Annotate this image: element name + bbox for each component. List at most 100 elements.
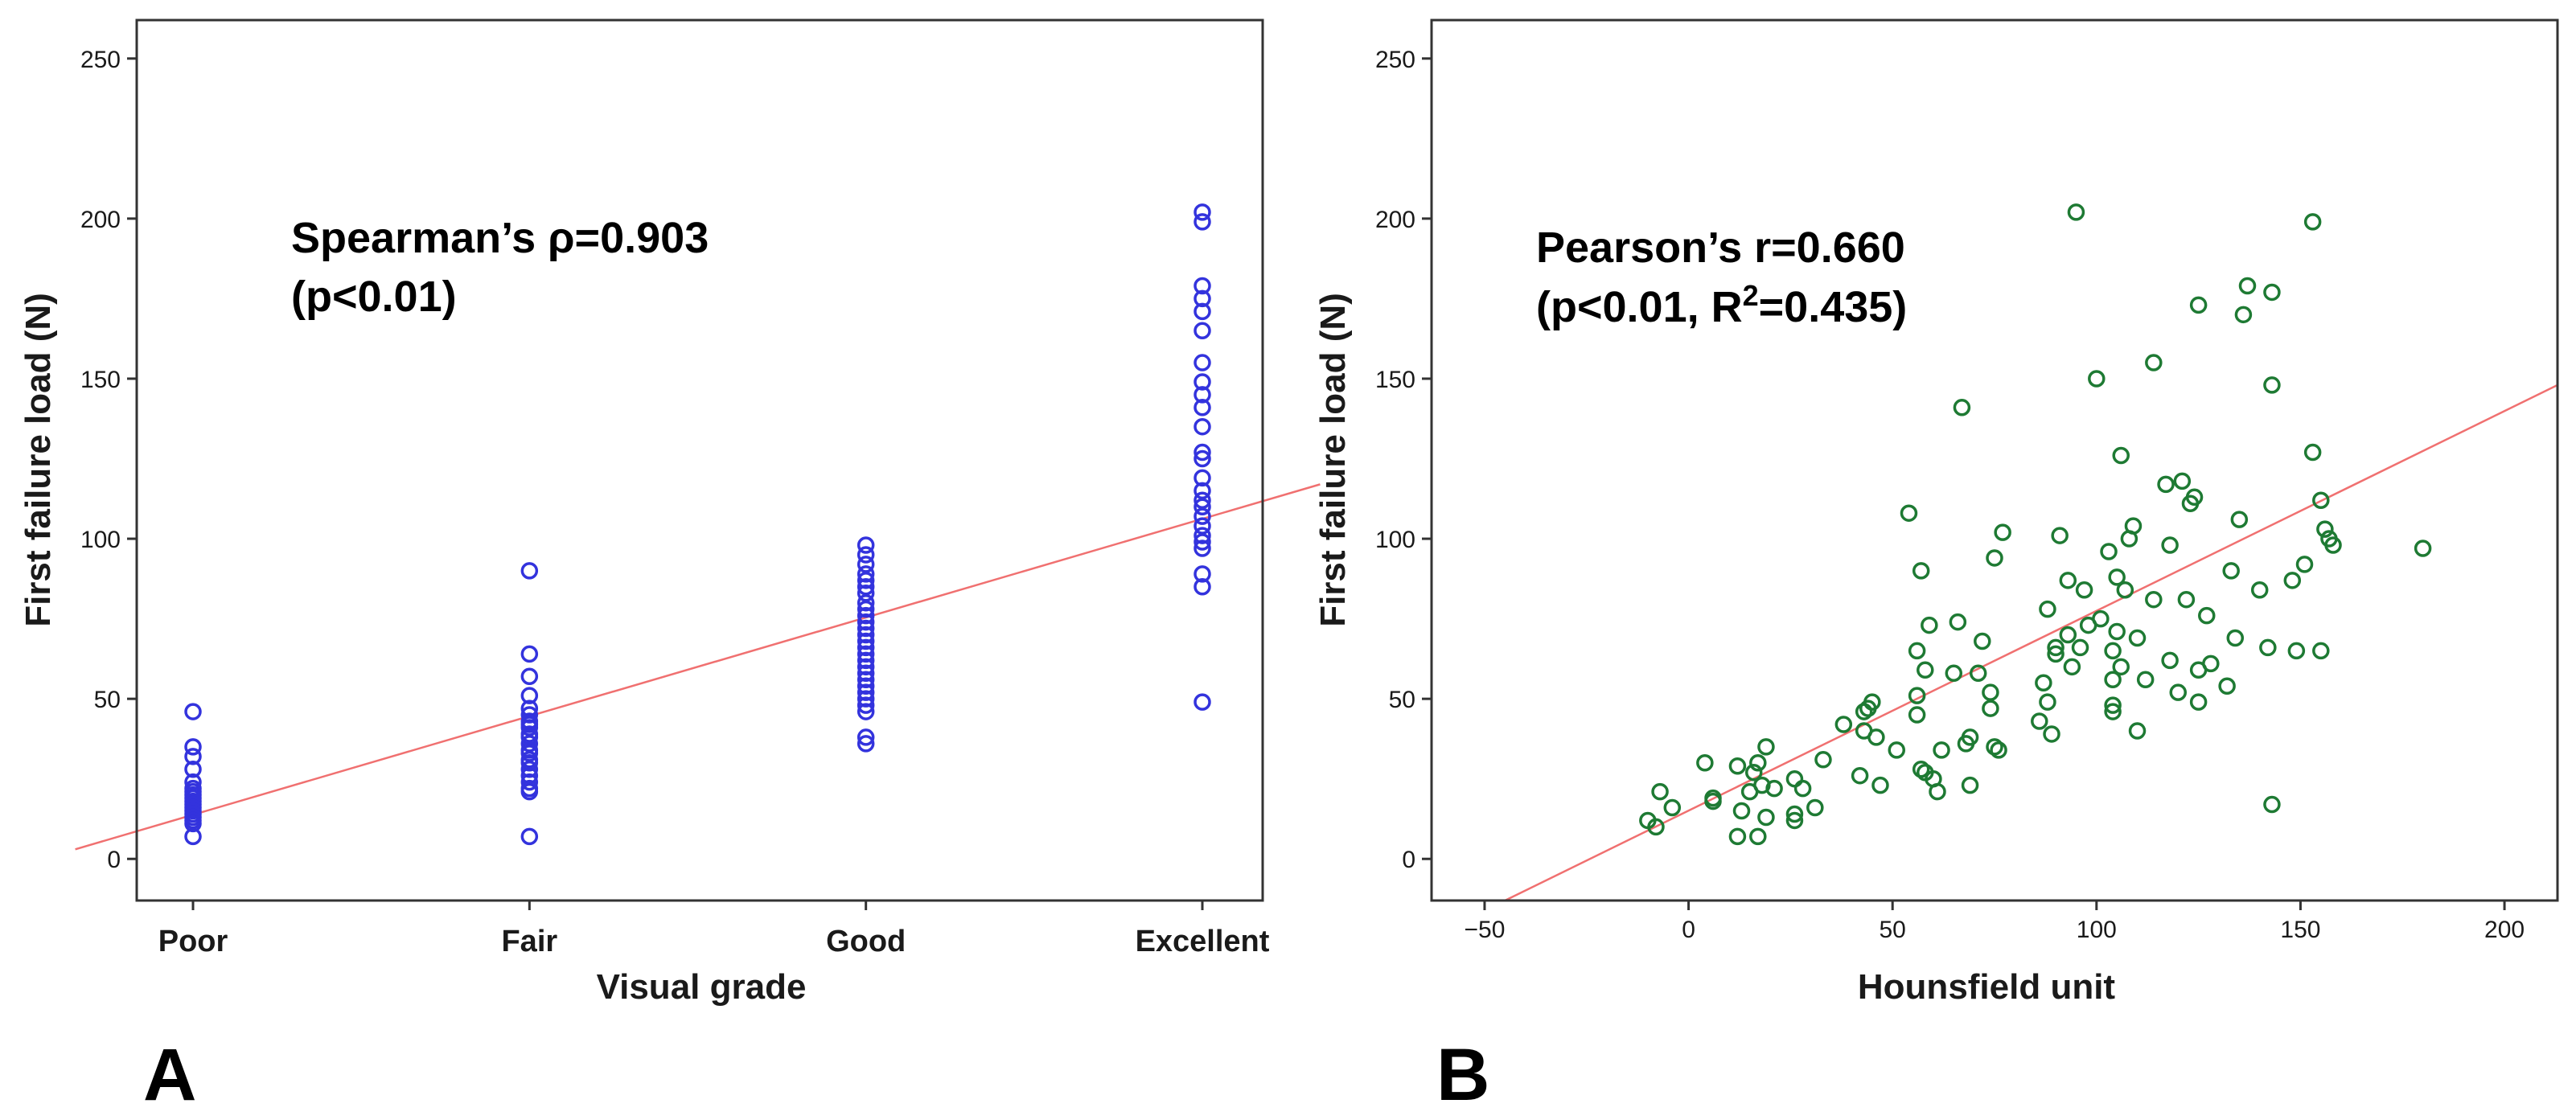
chart-b-x-tick-label: 200: [2484, 917, 2525, 943]
chart-b-point: [2263, 376, 2281, 394]
chart-a-point: [520, 827, 539, 846]
chart-a-point: [857, 638, 875, 657]
chart-b-point: [2051, 527, 2069, 544]
chart-a-annotation-line-2: (p<0.01): [291, 273, 457, 321]
chart-b-point: [1986, 549, 2003, 567]
chart-a-point: [857, 645, 875, 663]
chart-a-point: [520, 735, 539, 753]
chart-b-fit-line: [1504, 384, 2558, 902]
chart-a-point: [857, 556, 875, 573]
chart-a-point: [857, 671, 875, 689]
chart-b-point: [2100, 543, 2118, 560]
chart-b-plot-frame: [1430, 18, 2559, 902]
chart-b-point: [2234, 306, 2253, 324]
chart-b-point: [2071, 638, 2089, 657]
chart-a-y-tick-label: 50: [94, 687, 121, 713]
chart-b-point: [2259, 638, 2277, 657]
chart-b-point: [2161, 536, 2179, 554]
chart-b-x-tick-label: 50: [1880, 917, 1906, 943]
chart-b-point: [2303, 443, 2322, 462]
chart-a-point: [1194, 498, 1211, 515]
chart-b-point: [1785, 769, 1804, 788]
chart-b-point: [2222, 562, 2240, 580]
chart-b-point: [2067, 203, 2085, 221]
chart-b-point: [1986, 738, 2003, 756]
chart-a-point: [857, 728, 875, 746]
chart-b-y-tick-label: 100: [1375, 527, 1415, 553]
chart-a-fit-line: [75, 483, 1321, 851]
chart-b-y-tick-label: 200: [1375, 207, 1415, 233]
chart-b-point: [2173, 472, 2192, 490]
chart-a-point: [1194, 517, 1211, 535]
chart-a-y-tick-label: 100: [80, 527, 121, 553]
chart-b-x-axis: −50 0 50 100 150 200: [1464, 901, 2525, 943]
chart-a-point: [857, 683, 875, 701]
chart-b-point: [1961, 776, 1979, 794]
chart-b-point: [1900, 504, 1918, 522]
chart-b-point: [1994, 523, 2011, 541]
chart-b-point: [1765, 779, 1783, 798]
chart-b-point: [1793, 779, 1812, 798]
chart-b-point: [2104, 642, 2122, 660]
chart-b-point: [1933, 741, 1950, 759]
chart-b-point: [1785, 805, 1804, 823]
chart-panel-a: 0 50 100 150 200 250 Poor Fair Good Excellent Fi…: [18, 18, 1321, 1116]
chart-b-y-tick-label: 50: [1389, 687, 1415, 713]
chart-b-point: [1704, 789, 1722, 807]
chart-a-point: [520, 706, 539, 724]
chart-a-point: [520, 700, 539, 717]
chart-a-category-label: Fair: [501, 925, 557, 958]
chart-b-point: [2088, 370, 2106, 388]
chart-a-point: [520, 760, 539, 778]
chart-b-point: [2263, 795, 2281, 814]
chart-a-point: [184, 773, 202, 791]
chart-b-point: [2136, 671, 2155, 689]
chart-b-point: [1757, 738, 1775, 756]
chart-a-category-label: Poor: [158, 925, 228, 958]
chart-a-point: [1194, 417, 1211, 436]
chart-a-point: [857, 664, 875, 683]
chart-a-point: [857, 690, 875, 708]
chart-b-point: [2039, 693, 2056, 711]
chart-b-point: [1949, 613, 1967, 631]
chart-a-point: [1194, 203, 1211, 221]
chart-b-point: [2283, 572, 2302, 589]
chart-a-point: [857, 703, 875, 720]
chart-b-point: [1728, 757, 1747, 775]
chart-b-point: [1663, 798, 1682, 817]
chart-a-point: [857, 632, 875, 650]
chart-b-point: [1912, 760, 1930, 778]
chart-a-point: [1194, 399, 1211, 416]
chart-b-point: [2287, 642, 2306, 660]
chart-a-point: [184, 738, 202, 756]
chart-a-point: [1194, 482, 1211, 500]
chart-b-point: [1953, 399, 1971, 416]
chart-b-point: [2414, 540, 2432, 557]
chart-a-point: [1194, 507, 1211, 525]
chart-b-point: [2185, 488, 2204, 507]
chart-b-point: [2198, 606, 2216, 625]
chart-b-x-tick-label: 100: [2077, 917, 2117, 943]
chart-b-annotation-text: (p<0.01, R: [1536, 283, 1743, 331]
chart-a-y-tick-label: 200: [80, 207, 121, 233]
chart-a-y-axis-title: First failure load (N): [18, 293, 58, 627]
chart-b-y-axis: 0 50 100 150 200 250: [1375, 47, 1432, 873]
chart-b-point: [2189, 693, 2208, 711]
chart-b-x-tick-label: −50: [1464, 917, 1505, 943]
chart-a-x-axis: Poor Fair Good Excellent: [158, 901, 1270, 958]
chart-b-point: [2316, 520, 2334, 538]
chart-a-plot-frame: [135, 18, 1264, 902]
chart-a-point: [857, 584, 875, 602]
chart-b-x-axis-title: Hounsfield unit: [1858, 967, 2116, 1007]
chart-b-point: [2324, 536, 2342, 554]
chart-a-point: [857, 565, 875, 583]
chart-a-point: [1194, 443, 1211, 462]
chart-b-point: [1728, 827, 1747, 846]
chart-b-point: [1982, 700, 1999, 717]
chart-b-point: [2312, 642, 2330, 660]
chart-a-point: [857, 572, 875, 589]
chart-b-point: [1908, 642, 1926, 660]
chart-b-point: [1929, 782, 1946, 801]
chart-b-point: [2075, 581, 2093, 599]
chart-b-point: [2104, 671, 2122, 689]
